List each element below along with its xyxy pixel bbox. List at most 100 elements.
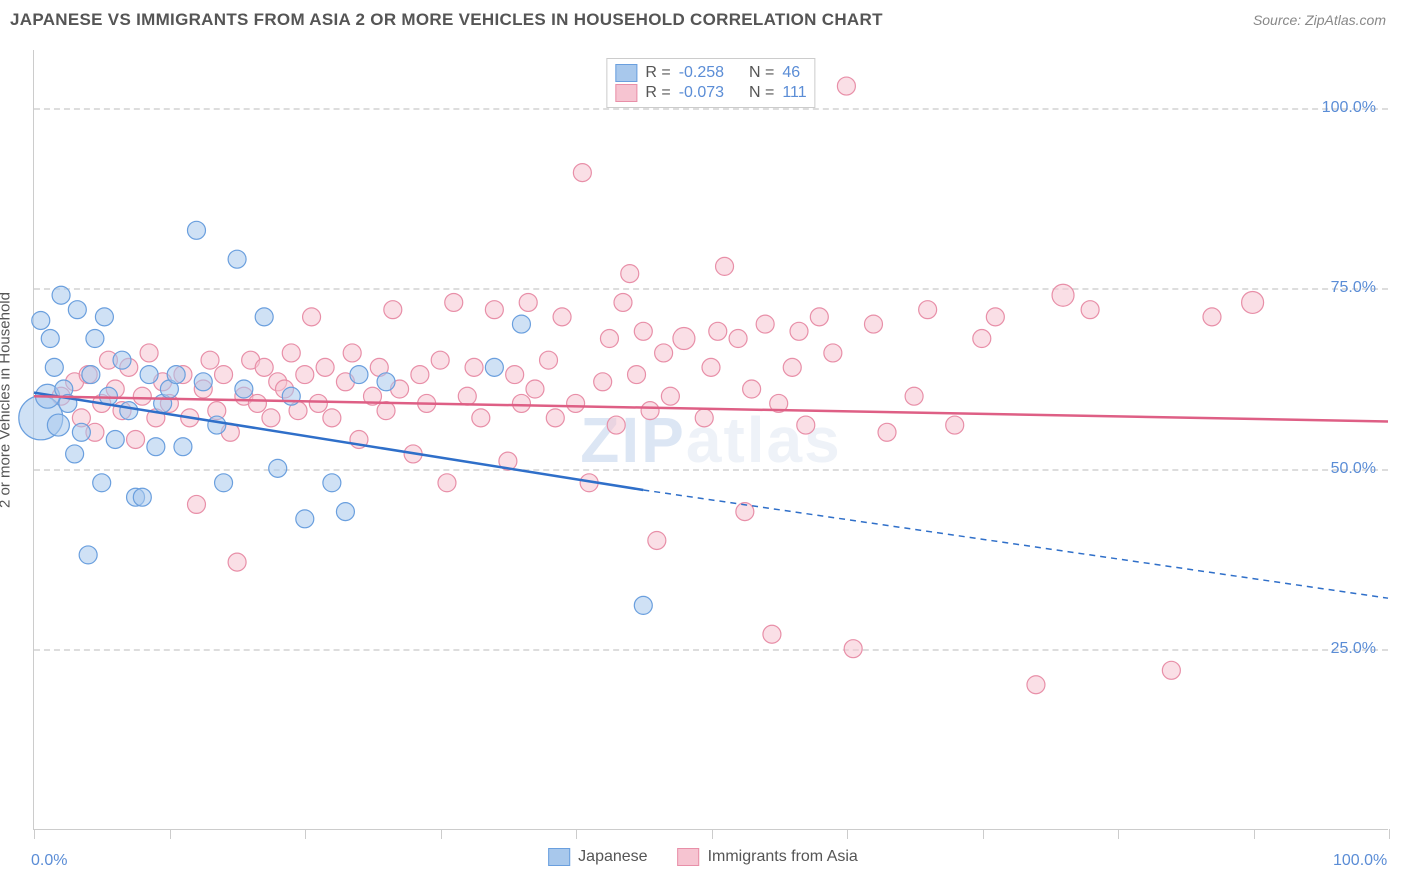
data-point (634, 322, 652, 340)
data-point (810, 308, 828, 326)
data-point (431, 351, 449, 369)
x-tick (1254, 829, 1255, 839)
legend-swatch (615, 64, 637, 82)
n-label: N = (749, 84, 774, 102)
x-tick (712, 829, 713, 839)
data-point (86, 330, 104, 348)
data-point (756, 315, 774, 333)
data-point (147, 438, 165, 456)
data-point (973, 330, 991, 348)
data-point (844, 640, 862, 658)
data-point (377, 373, 395, 391)
data-point (986, 308, 1004, 326)
data-point (262, 409, 280, 427)
data-point (702, 358, 720, 376)
data-point (303, 308, 321, 326)
data-point (1162, 661, 1180, 679)
data-point (323, 409, 341, 427)
data-point (47, 414, 69, 436)
n-label: N = (749, 64, 774, 82)
trend-line (643, 490, 1388, 598)
data-point (607, 416, 625, 434)
legend-swatch (548, 848, 570, 866)
data-point (946, 416, 964, 434)
data-point (174, 438, 192, 456)
data-point (458, 387, 476, 405)
r-label: R = (645, 84, 670, 102)
data-point (729, 330, 747, 348)
data-point (215, 366, 233, 384)
x-max-label: 100.0% (1333, 852, 1387, 870)
y-tick-label: 100.0% (1322, 99, 1376, 117)
y-tick-label: 25.0% (1331, 640, 1376, 658)
x-tick (576, 829, 577, 839)
x-tick (847, 829, 848, 839)
data-point (72, 423, 90, 441)
data-point (66, 445, 84, 463)
data-point (824, 344, 842, 362)
data-point (445, 293, 463, 311)
data-point (465, 358, 483, 376)
data-point (41, 330, 59, 348)
data-point (628, 366, 646, 384)
data-point (864, 315, 882, 333)
data-point (655, 344, 673, 362)
data-point (228, 553, 246, 571)
legend-row: R = -0.073 N = 111 (615, 83, 806, 103)
data-point (336, 503, 354, 521)
x-tick (441, 829, 442, 839)
data-point (140, 366, 158, 384)
data-point (1081, 301, 1099, 319)
data-point (1052, 284, 1074, 306)
data-point (68, 301, 86, 319)
chart-title: JAPANESE VS IMMIGRANTS FROM ASIA 2 OR MO… (10, 10, 883, 30)
data-point (716, 257, 734, 275)
legend-label: Immigrants from Asia (708, 848, 858, 866)
scatter-svg (34, 50, 1388, 829)
data-point (695, 409, 713, 427)
correlation-legend: R =-0.258 N =46R = -0.073 N = 111 (606, 58, 815, 108)
data-point (661, 387, 679, 405)
data-point (485, 301, 503, 319)
data-point (634, 596, 652, 614)
x-tick (1118, 829, 1119, 839)
data-point (472, 409, 490, 427)
data-point (52, 286, 70, 304)
data-point (790, 322, 808, 340)
data-point (600, 330, 618, 348)
data-point (540, 351, 558, 369)
data-point (519, 293, 537, 311)
data-point (187, 221, 205, 239)
data-point (282, 387, 300, 405)
data-point (614, 293, 632, 311)
data-point (79, 546, 97, 564)
legend-swatch (678, 848, 700, 866)
data-point (82, 366, 100, 384)
data-point (763, 625, 781, 643)
data-point (140, 344, 158, 362)
data-point (837, 77, 855, 95)
data-point (512, 394, 530, 412)
r-value: -0.073 (679, 84, 724, 102)
data-point (316, 358, 334, 376)
data-point (709, 322, 727, 340)
series-legend: Japanese Immigrants from Asia (548, 848, 858, 866)
data-point (567, 394, 585, 412)
legend-label: Japanese (578, 848, 647, 866)
data-point (95, 308, 113, 326)
data-point (93, 474, 111, 492)
data-point (120, 402, 138, 420)
legend-row: R =-0.258 N =46 (615, 63, 806, 83)
x-origin-label: 0.0% (31, 852, 67, 870)
data-point (546, 409, 564, 427)
data-point (255, 308, 273, 326)
data-point (673, 328, 695, 350)
n-value: 111 (782, 84, 806, 102)
data-point (309, 394, 327, 412)
data-point (350, 366, 368, 384)
data-point (133, 488, 151, 506)
data-point (167, 366, 185, 384)
data-point (45, 358, 63, 376)
data-point (32, 311, 50, 329)
y-axis-label: 2 or more Vehicles in Household (0, 292, 14, 508)
